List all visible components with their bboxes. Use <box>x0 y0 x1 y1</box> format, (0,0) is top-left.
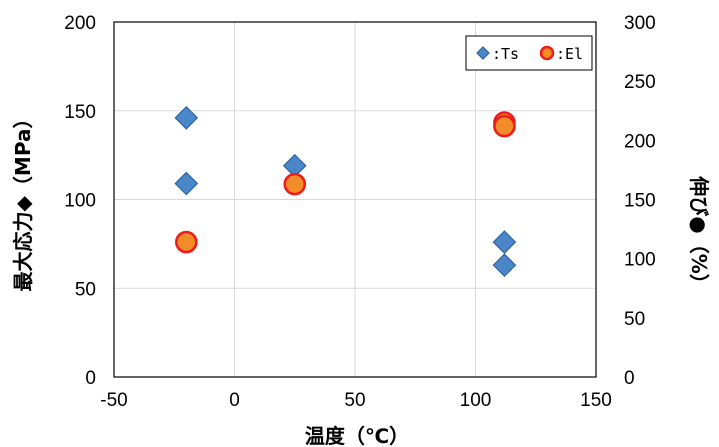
x-axis-ticks: -50 0 50 100 150 <box>100 390 612 411</box>
gridlines <box>114 22 596 377</box>
legend: :Ts :El <box>465 35 593 71</box>
ts-point <box>492 253 517 278</box>
y2-tick-label: 0 <box>624 368 635 389</box>
y-tick-label: 100 <box>64 191 96 212</box>
legend-ts-label: :Ts <box>492 45 519 63</box>
y-tick-label: 150 <box>64 102 96 123</box>
y-axis-ticks: 0 50 100 150 200 <box>64 13 96 389</box>
x-tick-label: -50 <box>100 390 127 411</box>
x-tick-label: 100 <box>460 390 492 411</box>
y2-tick-label: 150 <box>624 191 656 212</box>
el-point <box>493 114 516 138</box>
y2-axis-title: 伸び●（%） <box>687 175 711 294</box>
legend-ts-marker <box>476 46 490 60</box>
y2-tick-label: 250 <box>624 72 656 93</box>
y2-tick-label: 50 <box>624 309 645 330</box>
x-tick-label: 50 <box>344 390 365 411</box>
x-axis-title: 温度（℃） <box>305 424 409 447</box>
y-tick-label: 200 <box>64 13 96 34</box>
x-tick-label: 150 <box>580 390 612 411</box>
data-marks <box>174 106 517 278</box>
ts-point <box>492 230 517 254</box>
y2-tick-label: 100 <box>624 250 656 271</box>
ts-point <box>174 171 199 196</box>
y-tick-label: 50 <box>75 279 96 300</box>
y-axis-title: 最大応力◆（MPa） <box>11 109 35 292</box>
plot-area <box>113 21 597 378</box>
legend-el-marker <box>539 45 555 61</box>
y-tick-label: 0 <box>85 368 96 389</box>
ts-point <box>174 106 199 130</box>
y2-tick-label: 200 <box>624 131 656 152</box>
y2-tick-label: 300 <box>624 13 656 34</box>
legend-el-label: :El <box>556 45 583 63</box>
el-point <box>283 172 307 196</box>
el-point <box>175 230 198 254</box>
y2-axis-ticks: 0 50 100 150 200 250 300 <box>624 13 656 389</box>
x-tick-label: 0 <box>229 390 240 411</box>
